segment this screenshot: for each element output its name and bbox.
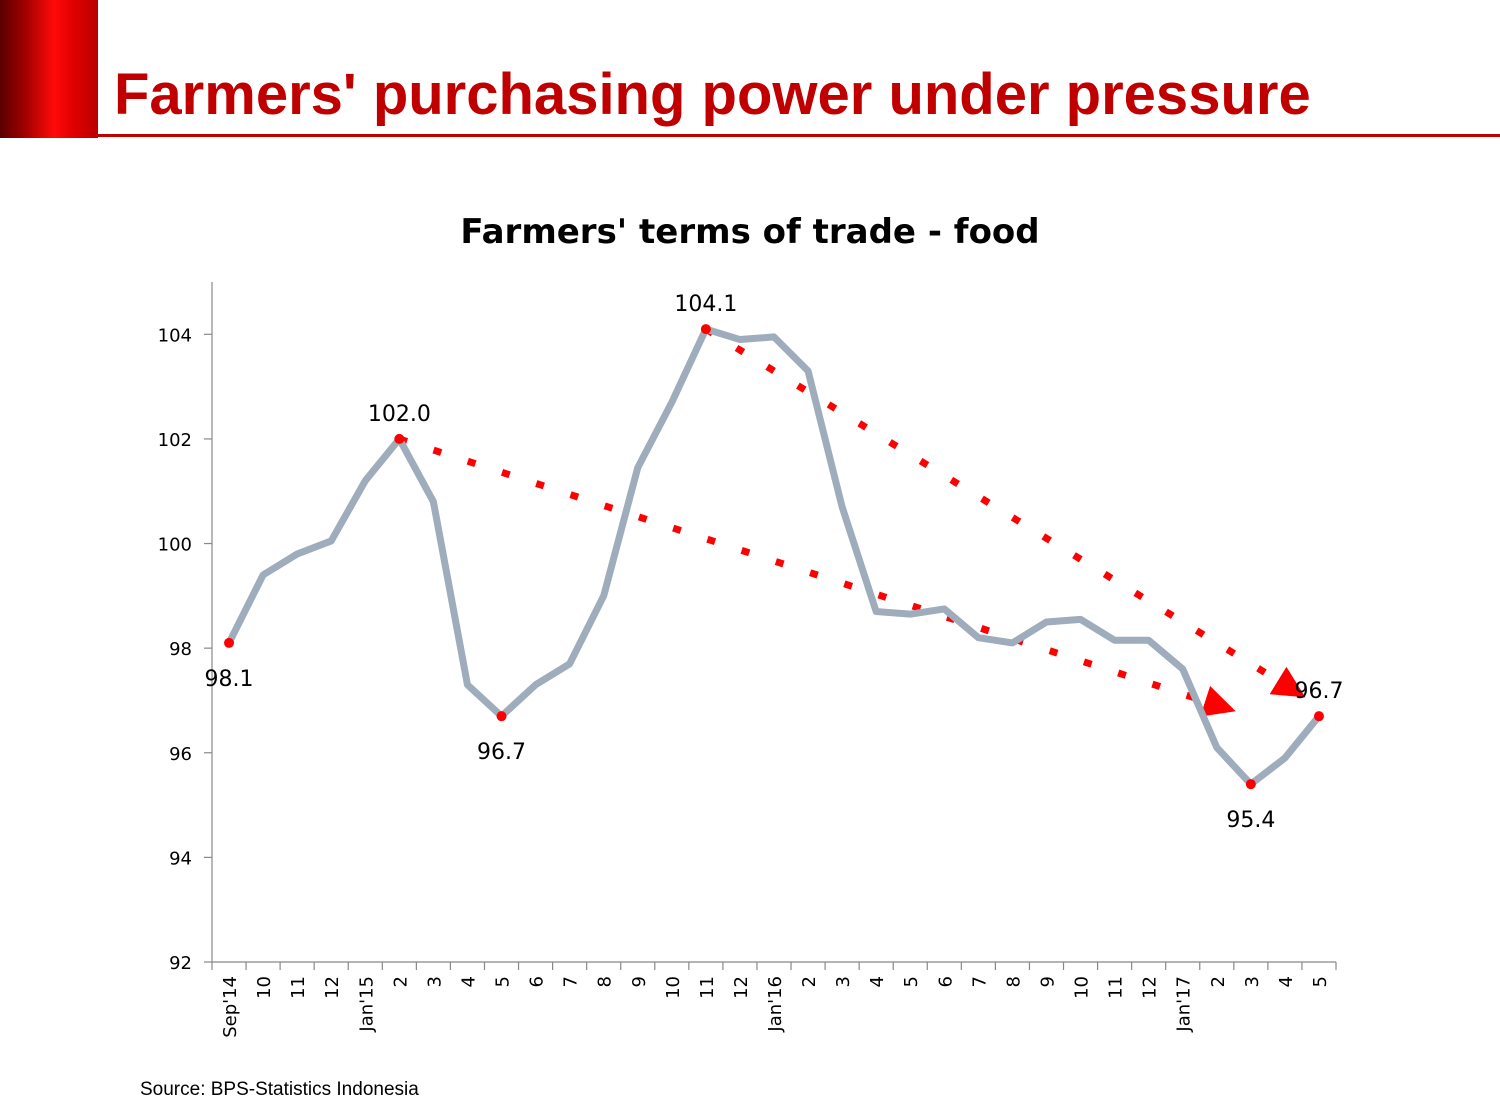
data-point	[1044, 620, 1049, 624]
data-point	[737, 337, 742, 342]
y-tick-label: 92	[169, 953, 192, 974]
x-tick-label: 4	[458, 976, 479, 987]
x-tick-label: 11	[697, 976, 718, 999]
highlight-marker	[224, 637, 235, 648]
data-point	[1112, 638, 1117, 643]
data-point	[806, 368, 811, 373]
x-tick-label: 10	[1072, 976, 1093, 999]
y-tick-label: 98	[169, 639, 192, 660]
series-layer	[225, 325, 1323, 788]
data-label: 102.0	[368, 402, 431, 427]
data-point	[1010, 640, 1015, 645]
y-tick-label: 96	[169, 744, 192, 765]
x-tick-label: 10	[663, 976, 684, 999]
x-tick-label: 12	[731, 976, 752, 999]
x-tick-label: 5	[901, 976, 922, 987]
trend-lines	[398, 326, 1306, 717]
series-line	[225, 325, 1323, 788]
data-point	[1180, 667, 1185, 672]
y-tick-label: 100	[158, 535, 192, 556]
data-label: 96.7	[1294, 679, 1343, 704]
chart-title: Farmers' terms of trade - food	[460, 212, 1039, 252]
highlight-marker	[1245, 779, 1256, 790]
x-tick-label: 5	[493, 976, 514, 987]
data-point	[601, 593, 606, 598]
data-label: 104.1	[674, 292, 737, 317]
data-label: 95.4	[1226, 808, 1275, 833]
trend-arrow-line	[704, 326, 1306, 698]
data-point	[840, 504, 845, 509]
data-point	[261, 572, 266, 577]
title-accent-bar	[0, 0, 98, 138]
x-tick-label: 11	[1106, 976, 1127, 999]
x-tick-label: 4	[867, 976, 888, 987]
x-tick-label: Jan'16	[765, 976, 786, 1033]
data-point	[295, 552, 300, 556]
x-tick-label: 8	[595, 976, 616, 987]
data-point	[1078, 617, 1083, 622]
data-point	[533, 682, 538, 687]
source-note: Source: BPS-Statistics Indonesia	[140, 1079, 419, 1100]
x-tick-label: 5	[1310, 976, 1331, 987]
data-point	[329, 538, 334, 543]
data-point	[567, 661, 572, 666]
data-point	[874, 609, 879, 614]
data-point	[635, 465, 640, 470]
x-tick-label: 2	[799, 976, 820, 987]
data-point	[1282, 756, 1287, 760]
y-tick-label: 102	[158, 430, 192, 451]
data-point	[772, 334, 776, 339]
x-tick-label: 12	[1140, 976, 1161, 999]
highlight-marker	[394, 433, 405, 444]
x-tick-label: 9	[629, 976, 650, 987]
x-tick-label: 3	[1242, 976, 1263, 987]
x-tick-label: 7	[561, 976, 582, 987]
data-labels: 98.1 102.0 96.7 104.1 95.4 96.7	[205, 292, 1344, 833]
data-label: 96.7	[477, 740, 526, 765]
x-tick-label: 9	[1037, 976, 1058, 987]
x-tick-label: 3	[833, 976, 854, 987]
x-tick-label: Jan'15	[356, 976, 377, 1033]
y-tick-label: 94	[169, 848, 192, 869]
data-point	[976, 635, 981, 640]
data-point	[431, 499, 436, 504]
highlight-marker	[1313, 711, 1324, 722]
data-point	[1214, 745, 1219, 750]
data-point	[465, 682, 470, 687]
data-point	[908, 612, 913, 617]
data-point	[669, 400, 674, 405]
data-point	[1146, 638, 1151, 643]
y-tick-label: 104	[158, 325, 192, 346]
x-tick-label: Sep'14	[220, 976, 241, 1038]
highlight-marker	[496, 711, 507, 722]
data-point	[942, 606, 947, 611]
x-tick-label: 2	[1208, 976, 1229, 987]
x-tick-label: 12	[322, 976, 343, 999]
x-tick-label: 4	[1276, 976, 1297, 987]
x-tick-label: 3	[424, 976, 445, 987]
x-tick-label: 10	[254, 976, 275, 999]
highlight-marker	[700, 324, 711, 335]
x-tick-label: 6	[527, 976, 548, 987]
x-tick-label: 2	[390, 976, 411, 987]
x-tick-label: 8	[1003, 976, 1024, 987]
data-label: 98.1	[205, 667, 254, 692]
x-tick-label: Jan'17	[1174, 976, 1195, 1033]
x-tick-label: 11	[288, 976, 309, 999]
x-tick-label: 7	[969, 976, 990, 987]
trend-arrow-line	[398, 435, 1236, 717]
data-point	[363, 478, 368, 483]
x-tick-label: 6	[935, 976, 956, 987]
title-underline	[98, 134, 1500, 137]
slide-title: Farmers' purchasing power under pressure	[114, 62, 1311, 127]
